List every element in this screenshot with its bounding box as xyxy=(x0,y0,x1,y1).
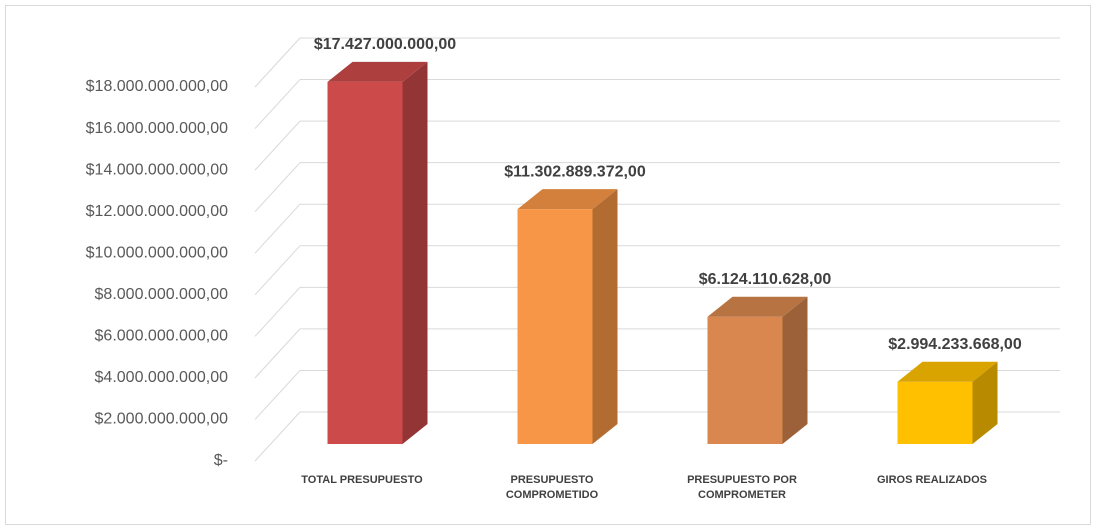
bar-top xyxy=(707,296,808,317)
value-label: $17.427.000.000,00 xyxy=(314,36,456,53)
grid-diagonal xyxy=(254,162,301,213)
bar-side xyxy=(972,361,998,444)
grid-diagonal xyxy=(254,370,301,420)
y-tick-label: $2.000.000.000,00 xyxy=(95,411,229,428)
grid-diagonal xyxy=(254,286,301,337)
bar xyxy=(707,316,783,444)
value-label: $6.124.110.628,00 xyxy=(699,271,832,288)
grid-diagonal xyxy=(254,37,301,88)
y-tick-label: $16.000.000.000,00 xyxy=(86,120,228,137)
y-tick-label: $14.000.000.000,00 xyxy=(86,161,228,178)
bar-side xyxy=(402,61,428,444)
y-tick-label: $10.000.000.000,00 xyxy=(86,244,228,261)
grid-diagonal xyxy=(254,411,301,462)
value-label: $11.302.889.372,00 xyxy=(504,163,646,180)
bar-top xyxy=(517,189,618,210)
grid-diagonal xyxy=(254,79,301,129)
bar-side xyxy=(782,296,808,444)
y-tick-label: $8.000.000.000,00 xyxy=(95,286,229,303)
x-tick-label: TOTAL PRESUPUESTO xyxy=(301,474,423,486)
bar-top xyxy=(327,61,428,82)
grid-diagonal xyxy=(254,203,301,254)
bar-top xyxy=(897,361,998,382)
bar xyxy=(327,81,403,444)
value-label: $2.994.233.668,00 xyxy=(888,336,1022,353)
bar-side xyxy=(592,189,618,444)
x-tick-label: PRESUPUESTO COMPROMETIDO xyxy=(505,474,599,501)
grid-diagonal xyxy=(254,328,301,379)
y-tick-label: $- xyxy=(214,452,228,469)
x-tick-label: PRESUPUESTO POR COMPROMETER xyxy=(687,474,797,501)
x-tick-label: GIROS REALIZADOS xyxy=(876,474,987,486)
y-tick-label: $4.000.000.000,00 xyxy=(95,369,229,386)
bar xyxy=(517,209,593,444)
y-tick-label: $18.000.000.000,00 xyxy=(86,78,228,95)
grid-diagonal xyxy=(254,120,301,171)
y-tick-label: $6.000.000.000,00 xyxy=(95,328,229,345)
y-tick-label: $12.000.000.000,00 xyxy=(86,203,228,220)
bar xyxy=(897,381,973,444)
grid-diagonal xyxy=(254,245,301,296)
